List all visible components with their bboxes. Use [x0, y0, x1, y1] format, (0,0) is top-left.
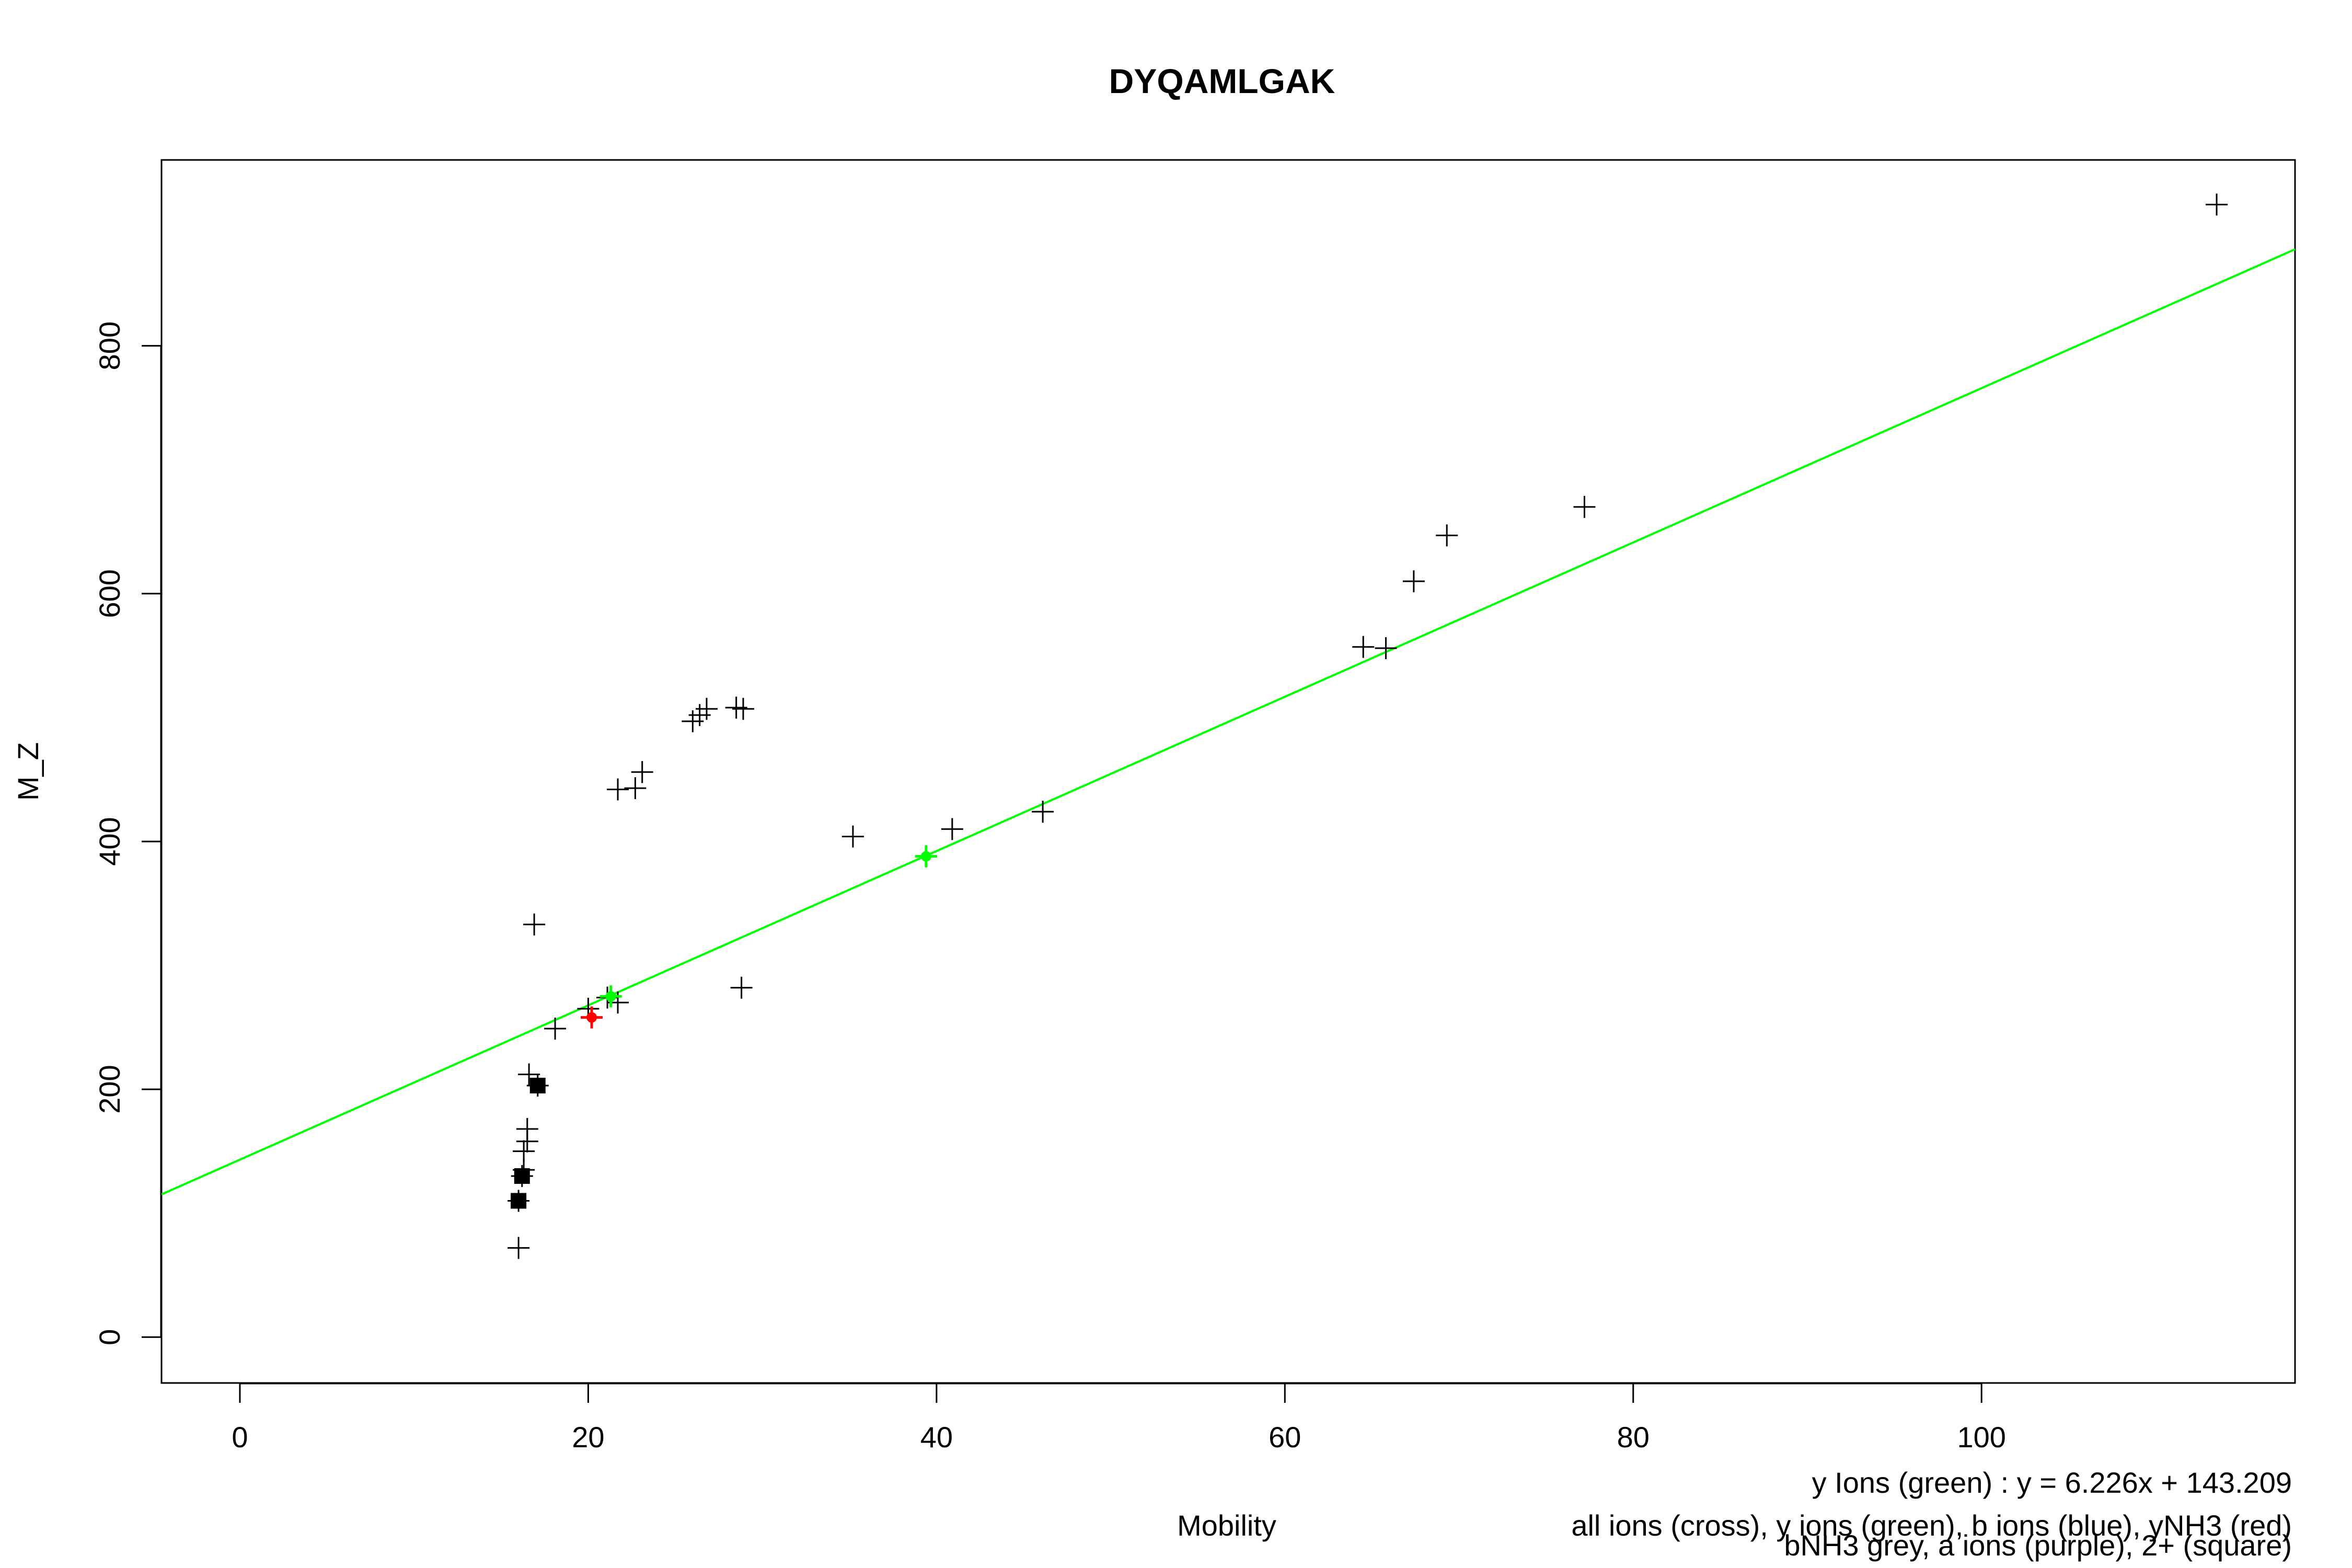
fit-line [162, 248, 2295, 1196]
fit-line-layer [162, 248, 2295, 1196]
data-point-cross [730, 976, 753, 999]
data-point-cross [508, 1237, 530, 1259]
data-point-cross [2206, 193, 2228, 216]
data-point-cross [1402, 570, 1425, 593]
series-all-ions [508, 193, 2228, 1259]
data-point-cross [607, 778, 629, 801]
data-point-dot [586, 1012, 597, 1023]
y-tick-label: 0 [93, 1329, 126, 1345]
legend-note-markers: all ions (cross), y ions (green), b ions… [1571, 1509, 2292, 1542]
data-point-square [511, 1193, 527, 1209]
data-point-cross [516, 1117, 538, 1140]
y-tick-label: 400 [93, 817, 126, 866]
data-point-cross [1573, 495, 1596, 518]
y-axis: 0 200 400 600 800 [93, 321, 162, 1345]
x-tick-label: 100 [1957, 1421, 2005, 1454]
x-axis-label: Mobility [1177, 1509, 1276, 1542]
data-point-dot [920, 851, 931, 862]
y-tick-label: 200 [93, 1065, 126, 1113]
data-point-cross [1352, 636, 1375, 658]
data-point-cross [1032, 801, 1054, 823]
data-point-cross [1375, 637, 1397, 660]
data-point-cross [523, 913, 546, 936]
fit-equation-note: y Ions (green) : y = 6.226x + 143.209 [1812, 1466, 2292, 1499]
data-point-square [514, 1168, 530, 1184]
data-point-cross [624, 777, 647, 800]
x-tick-label: 60 [1269, 1421, 1301, 1454]
series-ynh3 [581, 1006, 603, 1029]
y-tick-label: 600 [93, 569, 126, 618]
data-point-cross [631, 761, 653, 783]
series-2- [511, 1078, 546, 1209]
data-point-square [529, 1078, 546, 1094]
x-tick-label: 40 [920, 1421, 953, 1454]
chart-title: DYQAMLGAK [1109, 62, 1335, 100]
x-tick-label: 20 [572, 1421, 604, 1454]
data-point-cross [518, 1063, 540, 1086]
y-tick-label: 800 [93, 321, 126, 370]
points-layer [508, 193, 2228, 1259]
legend-note-more: bNH3 grey, a ions (purple), 2+ (square) [1784, 1529, 2292, 1562]
x-axis: 0 20 40 60 80 100 [232, 1382, 2006, 1454]
y-axis-label: M_Z [11, 742, 44, 801]
series-y-ions [599, 845, 937, 1008]
plot-frame [160, 159, 2296, 1384]
x-tick-label: 0 [232, 1421, 248, 1454]
data-point-cross [544, 1017, 567, 1040]
data-point-cross [941, 818, 963, 840]
x-tick-label: 80 [1617, 1421, 1650, 1454]
data-point-cross [513, 1140, 535, 1162]
data-point-dot [605, 991, 616, 1002]
data-point-cross [695, 698, 718, 720]
data-point-cross [841, 825, 864, 848]
data-point-cross [732, 698, 754, 720]
data-point-cross [1436, 524, 1458, 547]
